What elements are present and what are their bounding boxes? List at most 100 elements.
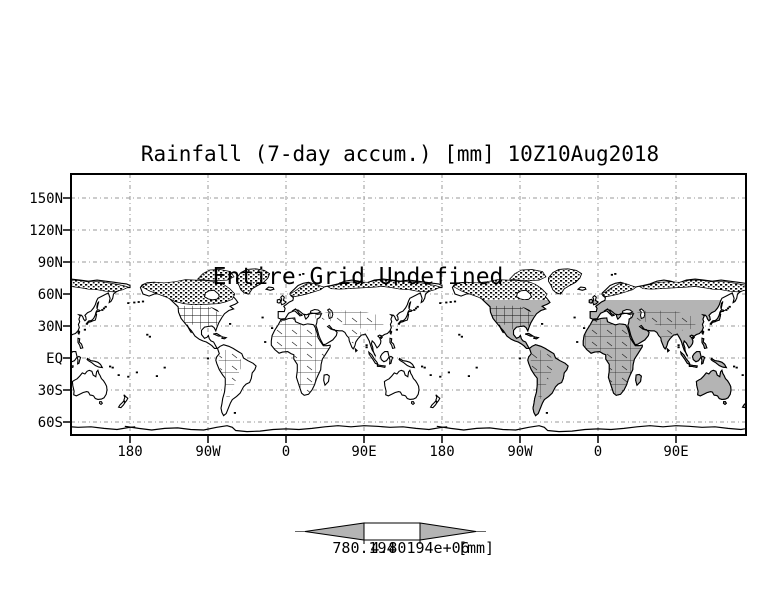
country-boundaries	[660, 328, 674, 344]
y-axis-label: 60N	[38, 287, 63, 303]
colorbar: 780.194 4.80194e+06 [mm]	[295, 522, 494, 557]
shaded-coastline-taiwan	[701, 330, 705, 336]
great-lakes	[209, 306, 220, 313]
shaded-coastline-japan	[709, 309, 726, 326]
small-island	[109, 365, 112, 368]
coastline-mdg	[323, 373, 330, 387]
small-island	[707, 328, 710, 331]
dense-land-detail	[508, 269, 547, 282]
small-island	[458, 333, 461, 336]
world-map	[72, 268, 745, 433]
small-island	[395, 328, 398, 331]
dense-land-detail	[548, 268, 582, 295]
small-island	[102, 307, 106, 310]
small-island	[475, 366, 478, 369]
us-state-boundaries	[178, 305, 222, 330]
coastline-ice	[576, 286, 587, 291]
small-island	[573, 316, 576, 319]
small-island	[429, 374, 432, 376]
dense-land-detail	[326, 279, 442, 293]
small-island	[545, 412, 548, 414]
small-island	[439, 375, 442, 378]
small-island	[610, 273, 613, 276]
small-island	[365, 344, 368, 347]
lake-black	[309, 308, 322, 314]
coastline-aus	[72, 369, 108, 400]
country-boundaries	[348, 328, 362, 344]
colorbar-right-arrow	[419, 522, 477, 541]
antarctica-coastline	[436, 425, 745, 433]
small-island	[733, 365, 736, 368]
country-boundaries	[310, 310, 384, 331]
country-boundaries	[218, 349, 243, 401]
shaded-coastline-ita	[603, 308, 615, 317]
coastline-japan	[85, 309, 102, 326]
coastline-hainan	[379, 336, 384, 340]
small-island	[726, 307, 730, 310]
dense-land-detail	[236, 268, 270, 295]
hudson-bay	[203, 289, 220, 301]
colorbar-max-label: 4.80194e+06	[370, 539, 469, 557]
shaded-coastline-sumatra	[679, 350, 691, 366]
dense-land-detail	[288, 282, 325, 298]
x-axis-label: 90E	[663, 444, 688, 460]
shaded-coastline-cuba	[525, 332, 535, 337]
small-island	[414, 307, 418, 310]
shaded-coastline-mdg	[635, 373, 642, 387]
antarctica-coastline	[124, 425, 448, 433]
great-lakes	[521, 306, 532, 313]
x-axis-label: 90W	[195, 444, 221, 460]
small-island	[271, 327, 274, 329]
shaded-coastline-nzs	[741, 403, 745, 409]
antarctica-coastline	[72, 426, 136, 431]
small-island	[423, 366, 426, 369]
colorbar-units-label: [mm]	[458, 539, 494, 557]
small-island	[135, 371, 138, 374]
small-island	[449, 301, 452, 303]
shaded-coastline-aus	[695, 369, 732, 400]
x-axis-label: 90E	[351, 444, 376, 460]
small-island	[728, 305, 731, 308]
coastline-hisp	[221, 336, 228, 340]
coastline-gre	[303, 312, 310, 321]
small-island	[298, 273, 301, 276]
small-island	[365, 346, 368, 349]
country-boundaries	[622, 310, 696, 331]
shaded-coastline-eur	[589, 300, 737, 357]
dense-land-detail	[72, 279, 130, 293]
small-island	[264, 341, 267, 343]
coastline-ice	[264, 286, 275, 291]
x-axis-label: 180	[429, 444, 454, 460]
coastline-ire	[276, 298, 282, 304]
x-axis-label: 0	[594, 444, 602, 460]
x-axis: 180 90W 0 90E 180 90W 0 90E	[117, 444, 688, 460]
shaded-coastline-java	[688, 364, 698, 369]
small-island	[163, 366, 166, 369]
small-island	[741, 374, 744, 376]
x-axis-label: 90W	[507, 444, 533, 460]
small-island	[83, 328, 86, 331]
x-axis-label: 0	[282, 444, 290, 460]
y-axis: 150N 120N 90N 60N 30N EQ 30S 60S	[29, 191, 63, 431]
small-island	[413, 309, 416, 311]
small-island	[439, 302, 442, 304]
small-island	[614, 273, 617, 275]
hudson-bay	[515, 289, 532, 301]
dense-land-detail	[196, 269, 235, 282]
coastline-nguinea	[86, 357, 104, 369]
shaded-coastline-baja	[498, 324, 504, 334]
country-boundaries	[530, 349, 555, 401]
coastline-phil	[389, 337, 396, 350]
y-axis-label: 30N	[38, 319, 63, 335]
lake-black	[621, 308, 634, 314]
country-boundaries	[271, 318, 331, 396]
small-island	[421, 365, 424, 368]
coastline-japan	[397, 309, 414, 326]
shaded-coastline-sulawesi	[700, 355, 706, 365]
small-island	[117, 374, 120, 376]
small-island	[677, 344, 680, 347]
small-island	[725, 309, 728, 311]
small-island	[677, 346, 680, 349]
coastline-java	[376, 364, 386, 369]
